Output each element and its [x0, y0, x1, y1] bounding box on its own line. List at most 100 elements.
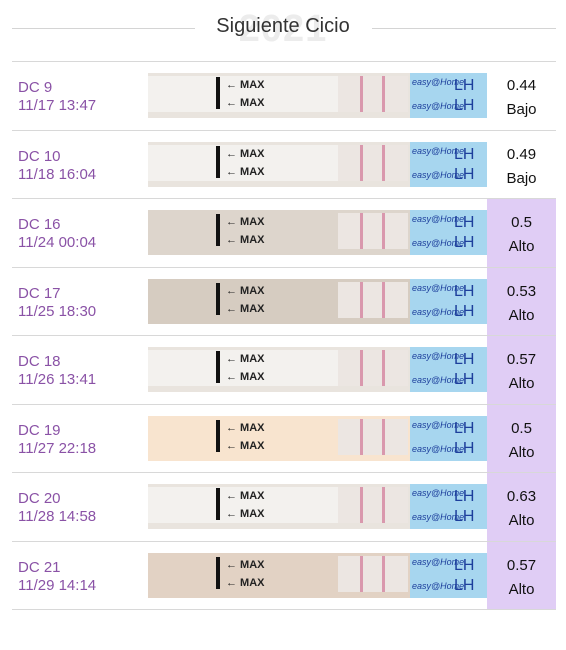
lh-level: Alto — [508, 375, 535, 392]
test-strip-photo: ← MAX ← MAX easy@Home LH easy@Home LH — [148, 210, 487, 255]
control-line — [360, 555, 363, 592]
test-row[interactable]: DC 10 11/18 16:04 ← MAX ← MAX easy@Home LH eas… — [12, 131, 556, 199]
lh-ratio: 0.5 — [511, 419, 532, 437]
brand-label: easy@Home — [412, 419, 465, 430]
cycle-day: DC 16 — [18, 216, 61, 233]
result: 0.5 Alto — [487, 404, 556, 472]
control-line — [360, 281, 363, 318]
brand-label: easy@Home — [412, 238, 465, 248]
test-row[interactable]: DC 21 11/29 14:14 ← MAX ← MAX easy@Home LH eas… — [12, 541, 556, 610]
lh-ratio: 0.63 — [506, 488, 537, 505]
lh-ratio: 0.53 — [506, 282, 537, 300]
lh-ratio: 0.44 — [506, 77, 537, 94]
test-strip-photo: ← MAX ← MAX easy@Home LH easy@Home LH — [148, 278, 487, 324]
test-datetime: 11/17 13:47 — [18, 97, 97, 114]
lh-label: LH — [454, 234, 475, 251]
max-label: ← MAX — [226, 371, 265, 383]
lh-level: Bajo — [506, 169, 537, 187]
max-label: ← MAX — [226, 558, 265, 571]
lh-label: LH — [454, 97, 475, 114]
lh-label: LH — [454, 488, 475, 505]
max-label: ← MAX — [226, 439, 265, 452]
strip-wrapper: easy@Home LH easy@Home LH — [410, 141, 487, 187]
cycle-day: DC 18 — [18, 353, 61, 370]
lh-label: LH — [454, 371, 475, 388]
lh-label: LH — [454, 508, 475, 525]
strip-wrapper: easy@Home LH easy@Home LH — [410, 278, 487, 324]
control-line — [360, 144, 363, 181]
control-line — [360, 350, 363, 386]
strip-handle — [148, 350, 338, 386]
test-row[interactable]: DC 9 11/17 13:47 ← MAX ← MAX easy@Home LH easy… — [12, 62, 556, 131]
brand-label: easy@Home — [412, 488, 465, 498]
strip-window — [338, 144, 408, 181]
test-datetime: 11/24 00:04 — [18, 234, 97, 251]
strip-handle — [148, 281, 338, 318]
test-datetime: 11/25 18:30 — [18, 302, 97, 320]
test-row[interactable]: DC 18 11/26 13:41 ← MAX ← MAX easy@Home LH eas… — [12, 336, 556, 405]
brand-label: easy@Home — [412, 375, 465, 385]
test-strip-photo: ← MAX ← MAX easy@Home LH easy@Home LH — [148, 484, 487, 529]
lh-label: LH — [454, 77, 475, 94]
test-line — [382, 487, 385, 523]
strip-bar — [216, 556, 220, 589]
test-datetime: 11/27 22:18 — [18, 439, 97, 457]
strip-bar — [216, 214, 220, 246]
strip-wrapper: easy@Home LH easy@Home LH — [410, 552, 487, 598]
strip-window — [338, 350, 408, 386]
test-line — [382, 144, 385, 181]
lh-level: Alto — [508, 306, 535, 324]
max-label: ← MAX — [226, 576, 265, 589]
test-line — [382, 213, 385, 249]
test-row[interactable]: DC 16 11/24 00:04 ← MAX ← MAX easy@Home LH eas… — [12, 199, 556, 268]
brand-label: easy@Home — [412, 580, 465, 591]
test-datetime: 11/29 14:14 — [18, 576, 97, 594]
divider — [372, 28, 556, 29]
brand-label: easy@Home — [412, 214, 465, 224]
strip-bar — [216, 488, 220, 520]
brand-label: easy@Home — [412, 145, 465, 156]
strip-handle — [148, 418, 338, 455]
strip-handle — [148, 76, 338, 112]
lh-label: LH — [454, 282, 475, 300]
strip-window — [338, 281, 408, 318]
lh-label: LH — [454, 351, 475, 368]
result: 0.49 Bajo — [487, 131, 556, 199]
max-label: ← MAX — [226, 165, 265, 178]
control-line — [360, 76, 363, 112]
test-strip-photo: ← MAX ← MAX easy@Home LH easy@Home LH — [148, 415, 487, 461]
lh-level: Alto — [508, 580, 535, 598]
lh-level: Bajo — [506, 101, 537, 118]
max-label: ← MAX — [226, 147, 265, 160]
strip-handle — [148, 487, 338, 523]
lh-label: LH — [454, 302, 475, 320]
test-list: DC 9 11/17 13:47 ← MAX ← MAX easy@Home LH easy… — [12, 61, 556, 610]
result: 0.5 Alto — [487, 199, 556, 267]
max-label: ← MAX — [226, 97, 265, 109]
test-strip-photo: ← MAX ← MAX easy@Home LH easy@Home LH — [148, 141, 487, 187]
test-row[interactable]: DC 19 11/27 22:18 ← MAX ← MAX easy@Home LH eas… — [12, 404, 556, 473]
brand-label: easy@Home — [412, 512, 465, 522]
max-label: ← MAX — [226, 490, 265, 502]
strip-window — [338, 555, 408, 592]
test-datetime: 11/18 16:04 — [18, 165, 97, 183]
lh-ratio: 0.57 — [506, 351, 537, 368]
brand-label: easy@Home — [412, 556, 465, 567]
test-datetime: 11/28 14:58 — [18, 508, 97, 525]
result: 0.63 Alto — [487, 473, 556, 541]
max-label: ← MAX — [226, 234, 265, 246]
lh-ratio: 0.49 — [506, 145, 537, 163]
test-row[interactable]: DC 17 11/25 18:30 ← MAX ← MAX easy@Home LH eas… — [12, 267, 556, 336]
max-label: ← MAX — [226, 79, 265, 91]
lh-label: LH — [454, 556, 475, 574]
result: 0.57 Alto — [487, 541, 556, 609]
brand-label: easy@Home — [412, 77, 465, 87]
header: 2021 Siguiente Cicio — [0, 0, 566, 60]
max-label: ← MAX — [226, 302, 265, 315]
max-label: ← MAX — [226, 421, 265, 434]
cycle-day: DC 17 — [18, 284, 61, 302]
divider — [12, 28, 195, 29]
test-row[interactable]: DC 20 11/28 14:58 ← MAX ← MAX easy@Home LH eas… — [12, 473, 556, 542]
strip-bar — [216, 145, 220, 178]
